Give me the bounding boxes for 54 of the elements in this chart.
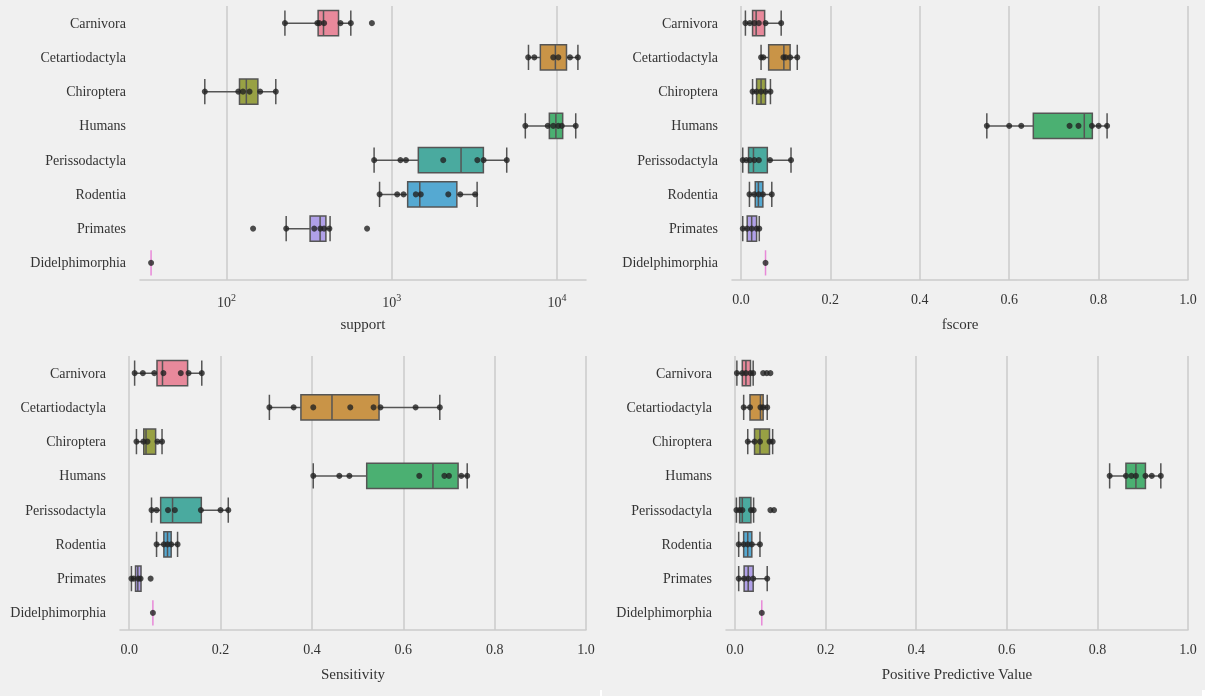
y-tick-label: Didelphimorphia [30,255,127,271]
y-tick-label: Chiroptera [652,434,713,450]
x-tick-label: 0.4 [303,641,321,657]
x-tick-label: 0.2 [211,641,230,657]
x-tick-label: 0.8 [1089,291,1108,307]
x-axis-title: Positive Predictive Value [881,665,1033,682]
y-tick-label: Primates [77,221,126,237]
y-tick-label: Rodentia [661,536,713,552]
y-tick-label: Cetartiodactyla [626,399,713,415]
x-tick-label: 0.6 [1000,291,1018,307]
x-tick-label: 0.0 [732,291,750,307]
y-tick-label: Humans [665,468,712,484]
y-tick-label: Humans [671,118,718,134]
y-tick-label: Chiroptera [658,84,719,100]
y-tick-label: Primates [669,221,718,237]
x-axis-title: fscore [941,315,979,332]
x-tick-label: 0.2 [821,291,840,307]
y-tick-label: Perissodactyla [25,502,107,518]
x-tick-label: 1.0 [1179,641,1197,657]
y-tick-label: Perissodactyla [631,502,713,518]
x-tick-label: 0.6 [998,641,1016,657]
y-tick-label: Didelphimorphia [622,255,719,271]
y-tick-label: Carnivora [662,15,719,31]
y-tick-label: Perissodactyla [637,152,719,168]
y-tick-label: Cetartiodactyla [20,399,107,415]
y-tick-label: Perissodactyla [45,152,127,168]
x-axis-title: support [340,315,387,332]
x-tick-label: 0.4 [911,291,929,307]
y-tick-label: Humans [59,468,106,484]
x-tick-label: 0.4 [907,641,925,657]
y-tick-label: Primates [57,571,106,587]
y-tick-label: Didelphimorphia [616,605,713,621]
x-tick-label: 0.0 [726,641,744,657]
y-tick-label: Humans [79,118,126,134]
x-tick-label: 0.8 [1088,641,1107,657]
y-tick-label: Rodentia [55,536,107,552]
y-tick-label: Chiroptera [46,434,107,450]
y-tick-label: Chiroptera [66,84,127,100]
y-tick-label: Rodentia [667,186,719,202]
y-tick-label: Didelphimorphia [10,605,107,621]
x-tick-label: 1.0 [1179,291,1197,307]
x-tick-label: 0.8 [485,641,504,657]
y-tick-label: Carnivora [70,15,127,31]
y-tick-label: Carnivora [656,365,713,381]
x-tick-label: 0.2 [816,641,835,657]
y-tick-label: Rodentia [75,186,127,202]
x-tick-label: 1.0 [577,641,595,657]
x-tick-label: 0.0 [120,641,138,657]
y-tick-label: Primates [663,571,712,587]
y-tick-label: Carnivora [50,365,107,381]
y-tick-label: Cetartiodactyla [632,49,719,65]
x-axis-title: Sensitivity [320,665,386,682]
x-tick-label: 0.6 [394,641,412,657]
y-tick-label: Cetartiodactyla [40,49,127,65]
